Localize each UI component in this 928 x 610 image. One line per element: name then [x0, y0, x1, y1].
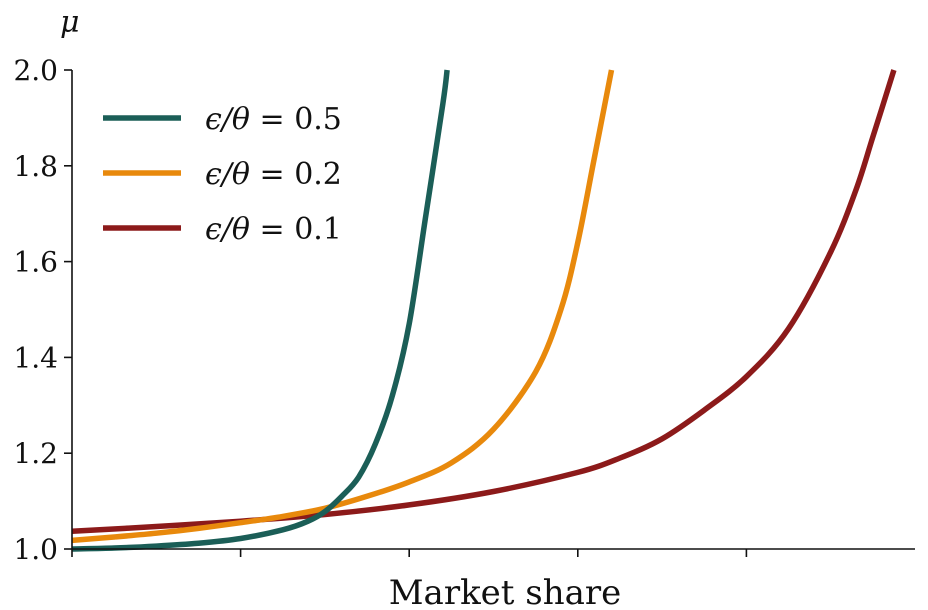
- x-axis-label: Market share: [389, 573, 622, 610]
- y-tick-label: 1.2: [13, 437, 58, 470]
- legend-item: ϵ/θ = 0.5: [103, 102, 342, 137]
- legend: ϵ/θ = 0.5 ϵ/θ = 0.2 ϵ/θ = 0.1: [103, 102, 342, 247]
- axes: [71, 70, 915, 550]
- y-ticks: 1.0 1.2 1.4 1.6 1.8 2.0: [13, 54, 72, 566]
- y-tick-label: 1.6: [13, 246, 58, 279]
- x-ticks: [71, 549, 748, 557]
- y-tick-label: 1.8: [13, 150, 58, 183]
- y-axis-label: μ: [60, 5, 80, 40]
- legend-label: ϵ/θ = 0.1: [205, 212, 342, 247]
- series-line: [71, 69, 897, 535]
- legend-item: ϵ/θ = 0.1: [103, 212, 342, 247]
- series-line: [71, 69, 615, 544]
- series-lines: [71, 69, 897, 552]
- legend-label: ϵ/θ = 0.2: [205, 157, 342, 192]
- y-tick-label: 1.4: [13, 341, 58, 374]
- legend-item: ϵ/θ = 0.2: [103, 157, 342, 192]
- series-line: [71, 69, 450, 552]
- y-tick-label: 2.0: [13, 54, 58, 87]
- legend-label: ϵ/θ = 0.5: [205, 102, 342, 137]
- y-tick-label: 1.0: [13, 533, 58, 566]
